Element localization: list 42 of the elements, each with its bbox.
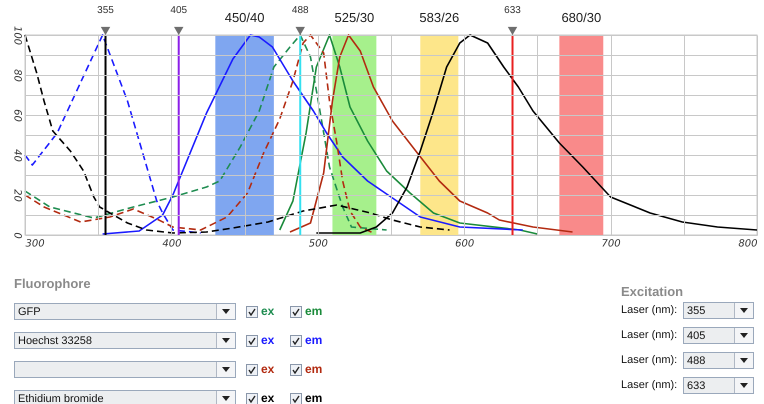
dropdown-field: Hoechst 33258 [14, 332, 236, 349]
text: ex [261, 391, 274, 404]
line-series [278, 34, 538, 235]
x-tick-label: 300 [26, 238, 45, 250]
text: Fluorophore [14, 276, 91, 291]
dropdown-field: GFP [14, 303, 236, 320]
y-tick-label: 100 [12, 26, 22, 46]
band-label: 583/26 [419, 10, 460, 25]
text: em [305, 391, 322, 404]
text: Laser (nm): [621, 304, 678, 316]
band-label: 450/40 [224, 10, 264, 25]
text: em [305, 333, 322, 347]
y-tick-label: 60 [12, 109, 22, 122]
ref-line-label: 633 [504, 5, 522, 16]
dropdown-field: 633 [683, 377, 754, 394]
text: Laser (nm): [621, 354, 678, 366]
text: ex [261, 362, 274, 376]
x-tick-label: 600 [455, 238, 474, 250]
dropdown-field: 355 [683, 302, 754, 319]
text: ex [261, 304, 274, 318]
y-tick-label: 20 [12, 189, 22, 202]
text: Excitation [621, 284, 684, 299]
y-tick-label: 0 [12, 232, 22, 239]
x-tick-label: 400 [162, 238, 182, 250]
ref-line-label: 488 [292, 5, 310, 16]
text: Laser (nm): [621, 329, 678, 341]
dropdown-field: Ethidium bromide [14, 390, 236, 404]
x-tick-label: 800 [738, 238, 758, 250]
dropdown-field: 488 [683, 352, 754, 369]
text: em [305, 362, 322, 376]
ref-line-label: 355 [97, 5, 114, 16]
x-tick-label: 500 [308, 238, 328, 250]
text: Laser (nm): [621, 379, 678, 391]
x-tick-label: 700 [602, 238, 621, 250]
ref-line-label: 405 [170, 5, 188, 16]
y-tick-label: 40 [12, 149, 22, 162]
text: ex [261, 333, 274, 347]
band-label: 680/30 [561, 10, 602, 25]
dropdown-field: 405 [683, 327, 754, 344]
text: em [305, 304, 322, 318]
y-tick-label: 80 [12, 69, 22, 82]
band-label: 525/30 [334, 10, 374, 25]
